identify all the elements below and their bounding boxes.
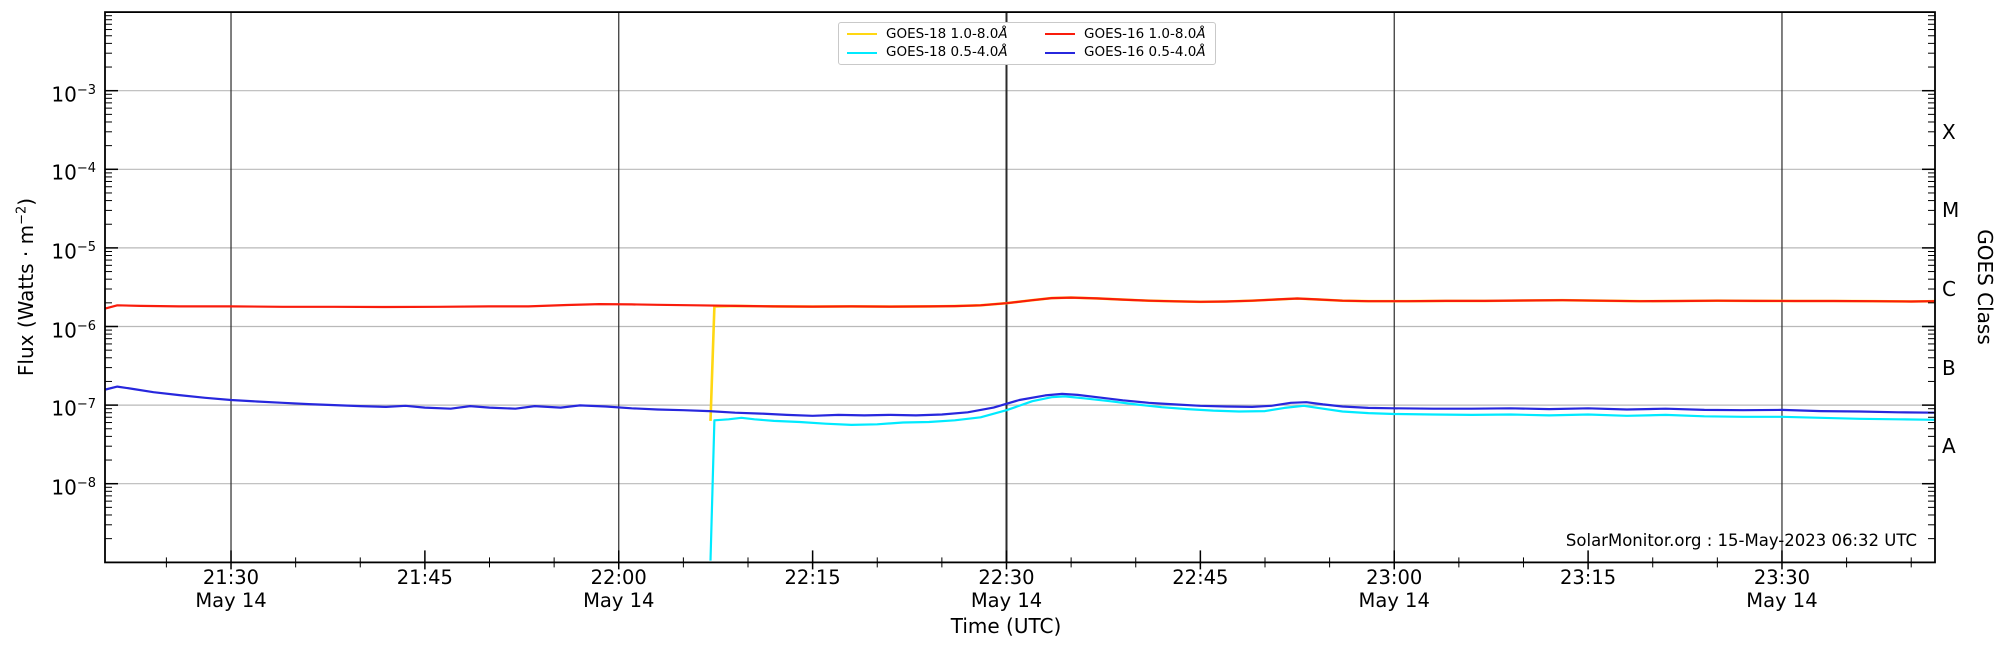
legend-label: GOES-16 1.0-8.0Å xyxy=(1084,25,1206,42)
legend: GOES-18 1.0-8.0Å GOES-16 1.0-8.0Å GOES-1… xyxy=(838,22,1216,65)
series-goes-16-0.5-4.0- xyxy=(105,385,1935,417)
legend-label: GOES-18 0.5-4.0Å xyxy=(886,44,1008,61)
y-axis-title-exponent: −2 xyxy=(14,205,30,225)
legend-line-swatch-goes16-long xyxy=(1045,32,1075,36)
legend-line-swatch-goes18-short xyxy=(847,51,877,55)
series-goes-18-1.0-8.0- xyxy=(709,296,1935,421)
watermark-text: SolarMonitor.org : 15-May-2023 06:32 UTC xyxy=(1565,531,1917,550)
legend-line-swatch-goes16-short xyxy=(1045,51,1075,55)
legend-item: GOES-16 0.5-4.0Å xyxy=(1045,44,1207,61)
x-axis-title: Time (UTC) xyxy=(950,614,1062,638)
legend-item: GOES-18 1.0-8.0Å xyxy=(847,26,1045,43)
legend-line-swatch-goes18-long xyxy=(847,32,877,36)
right-axis-title: GOES Class xyxy=(1973,229,1997,345)
legend-label: GOES-18 1.0-8.0Å xyxy=(886,25,1008,42)
series-goes-16-1.0-8.0- xyxy=(105,296,1935,310)
y-axis-title-text: Flux (Watts · m xyxy=(14,224,38,377)
series-goes-18-0.5-4.0- xyxy=(709,395,1935,561)
legend-item: GOES-16 1.0-8.0Å xyxy=(1045,26,1207,43)
y-axis-title: Flux (Watts · m−2) xyxy=(14,137,40,437)
legend-label: GOES-16 0.5-4.0Å xyxy=(1084,44,1206,61)
legend-item: GOES-18 0.5-4.0Å xyxy=(847,44,1045,61)
y-axis-title-suffix: ) xyxy=(14,197,38,206)
